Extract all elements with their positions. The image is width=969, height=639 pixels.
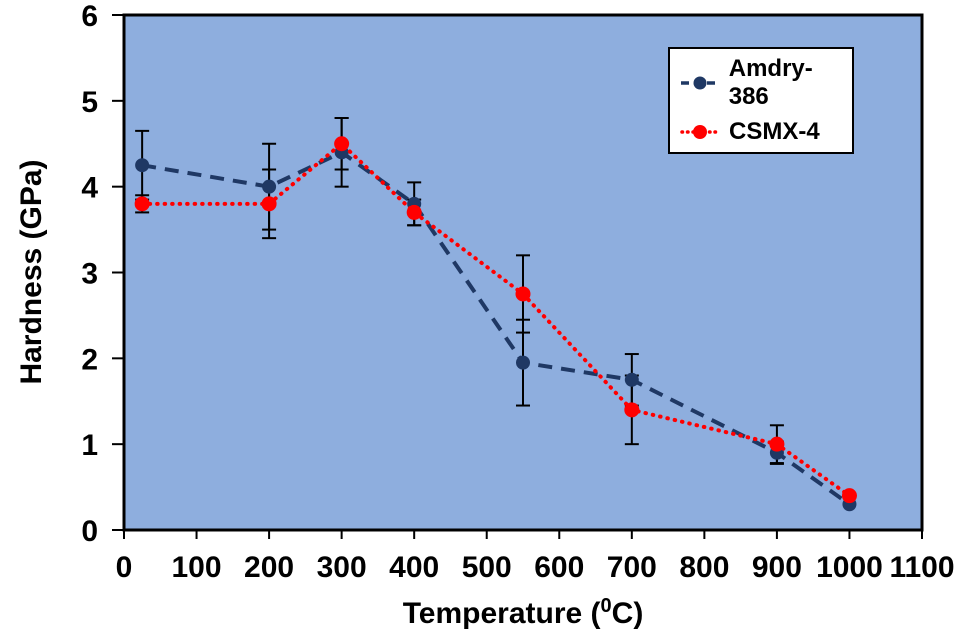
data-point-csmx-4-25 <box>134 196 150 212</box>
data-point-csmx-4-700 <box>624 402 640 418</box>
legend-entry-csmx-4: CSMX-4 <box>680 118 852 146</box>
series-line-amdry-386 <box>141 150 851 506</box>
y-tick-label-6: 6 <box>81 0 98 33</box>
x-tick-label-900: 900 <box>752 551 802 584</box>
csmx-4-marker-icon <box>680 124 720 139</box>
data-point-csmx-4-300 <box>334 136 350 152</box>
y-tick-label-0: 0 <box>81 515 98 548</box>
x-tick-label-800: 800 <box>679 551 729 584</box>
x-tick-label-600: 600 <box>534 551 584 584</box>
x-tick-label-400: 400 <box>389 551 439 584</box>
data-point-csmx-4-400 <box>406 204 422 220</box>
x-axis-title-superscript: 0 <box>600 595 612 617</box>
series-line-csmx-4 <box>140 141 852 498</box>
x-tick-label-500: 500 <box>462 551 512 584</box>
x-tick-label-0: 0 <box>116 551 133 584</box>
y-tick-label-4: 4 <box>81 172 98 205</box>
data-point-amdry-386-25 <box>135 158 150 173</box>
y-axis-title: Hardness (GPa) <box>15 159 48 385</box>
y-tick-label-2: 2 <box>81 343 98 376</box>
data-point-csmx-4-550 <box>515 286 531 302</box>
legend-label-amdry-386: Amdry-386 <box>728 55 813 111</box>
x-tick-label-1000: 1000 <box>816 551 883 584</box>
legend: Amdry-386 CSMX-4 <box>668 47 854 154</box>
y-tick-label-5: 5 <box>81 86 98 119</box>
x-axis-title-unit: C) <box>611 597 644 630</box>
data-point-amdry-386-550 <box>516 355 530 370</box>
legend-entry-amdry-386: Amdry-386 <box>680 55 852 111</box>
data-point-amdry-386-200 <box>262 179 277 194</box>
x-axis-title-text: Temperature ( <box>402 597 601 630</box>
x-tick-label-300: 300 <box>317 551 367 584</box>
legend-label-csmx-4: CSMX-4 <box>729 117 820 145</box>
x-tick-label-1100: 1100 <box>889 551 954 584</box>
y-tick-label-3: 3 <box>81 258 98 291</box>
x-tick-label-200: 200 <box>244 551 294 584</box>
amdry-386-marker-icon <box>681 76 719 90</box>
x-tick-label-700: 700 <box>607 551 657 584</box>
data-point-csmx-4-1000 <box>841 488 857 504</box>
x-axis-title: Temperature (0C) <box>403 595 644 631</box>
data-point-amdry-386-700 <box>624 372 639 387</box>
data-point-csmx-4-200 <box>261 196 277 212</box>
data-point-csmx-4-900 <box>769 436 785 452</box>
x-tick-label-100: 100 <box>172 551 222 584</box>
y-tick-label-1: 1 <box>81 429 98 462</box>
